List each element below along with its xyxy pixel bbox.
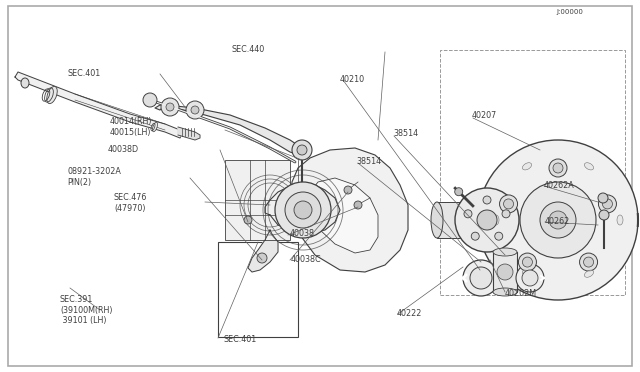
- Circle shape: [516, 264, 544, 292]
- Ellipse shape: [584, 270, 593, 277]
- Text: 38514: 38514: [356, 157, 381, 166]
- Circle shape: [598, 195, 616, 213]
- Bar: [225, 160, 290, 240]
- Ellipse shape: [522, 270, 532, 277]
- Ellipse shape: [584, 163, 593, 170]
- Polygon shape: [308, 178, 378, 253]
- Circle shape: [455, 188, 519, 252]
- Text: 40202M: 40202M: [505, 289, 537, 298]
- Ellipse shape: [493, 248, 517, 256]
- Text: J:00000: J:00000: [556, 9, 583, 15]
- Circle shape: [598, 193, 608, 203]
- Circle shape: [275, 182, 331, 238]
- Polygon shape: [292, 148, 408, 272]
- Circle shape: [540, 202, 576, 238]
- Circle shape: [191, 106, 199, 114]
- Polygon shape: [155, 105, 308, 157]
- Circle shape: [470, 267, 492, 289]
- Circle shape: [344, 186, 352, 194]
- Polygon shape: [248, 230, 278, 272]
- Circle shape: [500, 195, 518, 213]
- Circle shape: [244, 216, 252, 224]
- Circle shape: [354, 201, 362, 209]
- Circle shape: [518, 253, 536, 271]
- Circle shape: [464, 210, 472, 218]
- Circle shape: [502, 210, 510, 218]
- Circle shape: [478, 140, 638, 300]
- Text: 40038D: 40038D: [108, 145, 139, 154]
- Circle shape: [166, 103, 174, 111]
- Text: 40262: 40262: [545, 217, 570, 225]
- Circle shape: [186, 101, 204, 119]
- Circle shape: [143, 93, 157, 107]
- Circle shape: [602, 199, 612, 209]
- Circle shape: [477, 210, 497, 230]
- Text: SEC.401: SEC.401: [223, 336, 256, 344]
- Text: 38514: 38514: [393, 128, 418, 138]
- Polygon shape: [15, 72, 182, 138]
- Ellipse shape: [493, 288, 517, 296]
- Circle shape: [504, 199, 513, 209]
- Circle shape: [294, 201, 312, 219]
- Text: SEC.401: SEC.401: [68, 68, 101, 77]
- Circle shape: [553, 163, 563, 173]
- Bar: [493, 252, 517, 292]
- Circle shape: [463, 260, 499, 296]
- Ellipse shape: [522, 163, 532, 170]
- Circle shape: [522, 270, 538, 286]
- Text: 40038C: 40038C: [291, 256, 322, 264]
- Circle shape: [580, 253, 598, 271]
- Circle shape: [520, 182, 596, 258]
- Circle shape: [292, 140, 312, 160]
- Ellipse shape: [493, 215, 499, 225]
- Circle shape: [549, 211, 567, 229]
- Ellipse shape: [152, 122, 157, 132]
- Circle shape: [497, 264, 513, 280]
- Circle shape: [257, 253, 267, 263]
- Text: 40262A: 40262A: [544, 180, 575, 189]
- Circle shape: [471, 232, 479, 240]
- Text: 40207: 40207: [472, 112, 497, 121]
- Circle shape: [599, 210, 609, 220]
- Text: SEC.476
(47970): SEC.476 (47970): [114, 193, 147, 213]
- Bar: [440, 50, 625, 295]
- Bar: [437, 202, 487, 238]
- Circle shape: [297, 145, 307, 155]
- Ellipse shape: [431, 202, 443, 238]
- Circle shape: [495, 232, 503, 240]
- Circle shape: [584, 257, 593, 267]
- Circle shape: [549, 159, 567, 177]
- Text: 40222: 40222: [397, 310, 422, 318]
- Text: 40038: 40038: [290, 230, 315, 238]
- Ellipse shape: [47, 86, 57, 103]
- Polygon shape: [178, 127, 200, 140]
- Circle shape: [285, 192, 321, 228]
- Circle shape: [161, 98, 179, 116]
- Circle shape: [454, 188, 463, 196]
- Text: SEC.391
(39100M(RH)
 39101 (LH): SEC.391 (39100M(RH) 39101 (LH): [60, 295, 113, 325]
- Bar: [218, 242, 298, 337]
- Circle shape: [522, 257, 532, 267]
- Text: SEC.440: SEC.440: [232, 45, 265, 55]
- Text: 08921-3202A
PIN(2): 08921-3202A PIN(2): [67, 167, 121, 187]
- Text: 40210: 40210: [340, 74, 365, 83]
- Polygon shape: [265, 183, 340, 233]
- Ellipse shape: [617, 215, 623, 225]
- Ellipse shape: [21, 78, 29, 88]
- Text: 40014(RH)
40015(LH): 40014(RH) 40015(LH): [110, 117, 152, 137]
- Circle shape: [483, 196, 491, 204]
